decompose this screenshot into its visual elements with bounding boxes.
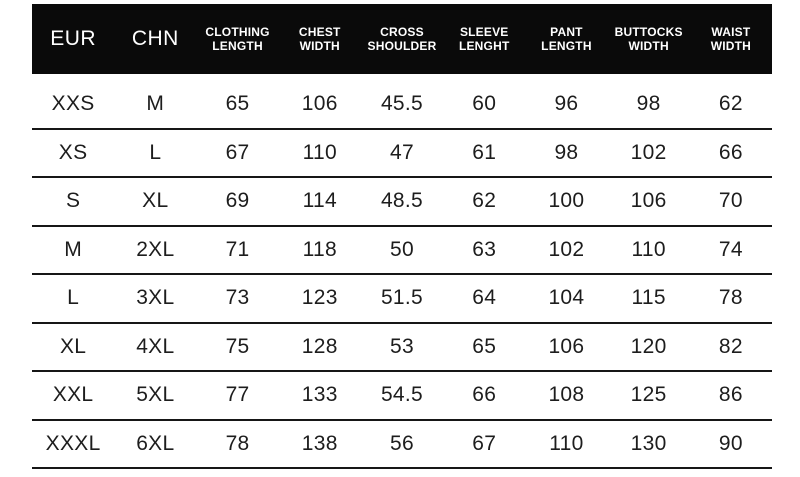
table-cell: 60 [472,92,497,116]
table-cell: 114 [302,189,337,213]
table-cell: 110 [631,237,666,261]
table-cell: M [64,237,82,261]
header-pant-length: PANT LENGTH [541,24,592,53]
size-table-body: XXS M 65 106 45.5 60 96 98 62 XS L 67 11… [32,81,772,469]
table-cell: 67 [225,140,250,164]
header-waist-width: WAIST WIDTH [710,24,752,53]
table-cell: 102 [548,237,585,261]
header-cross-shoulder: CROSS SHOULDER [367,24,437,53]
table-cell: 108 [548,383,585,407]
table-cell: 5XL [136,383,175,407]
table-cell: L [149,140,162,164]
table-cell: 106 [630,189,667,213]
table-row-xxxl: XXXL 6XL 78 138 56 67 110 130 90 [32,421,772,469]
table-cell: 56 [390,431,414,455]
table-row-l: L 3XL 73 123 51.5 64 104 115 78 [32,275,772,324]
table-cell: 133 [301,383,338,407]
table-cell: 118 [302,237,337,261]
table-cell: L [67,286,80,310]
table-cell: 86 [718,383,743,407]
header-chn: CHN [131,26,179,50]
table-cell: 64 [472,286,497,310]
table-cell: 62 [472,189,497,213]
header-eur: EUR [50,26,97,50]
table-cell: 2XL [136,237,175,261]
table-cell: 98 [554,140,579,164]
table-cell: 78 [718,286,743,310]
table-cell: 98 [636,92,661,116]
table-cell: 100 [548,189,585,213]
table-cell: XXXL [45,431,101,455]
table-cell: 102 [630,140,667,164]
header-buttocks-width: BUTTOCKS WIDTH [614,24,683,53]
table-cell: 110 [549,431,584,455]
table-cell: 78 [225,431,250,455]
table-cell: 75 [225,334,250,358]
table-cell: 77 [225,383,250,407]
table-cell: 4XL [136,334,175,358]
table-cell: 51.5 [380,286,424,310]
table-cell: 45.5 [380,92,424,116]
table-cell: 50 [390,237,414,261]
table-cell: 123 [301,286,338,310]
table-cell: 54.5 [380,383,424,407]
table-row-s: S XL 69 114 48.5 62 100 106 70 [32,178,772,227]
table-cell: XS [58,140,88,164]
table-cell: 67 [472,431,497,455]
table-cell: 61 [472,140,497,164]
table-cell: 6XL [136,431,175,455]
table-cell: 96 [554,92,579,116]
table-cell: 130 [630,431,667,455]
table-cell: S [65,189,81,213]
table-cell: 73 [225,286,250,310]
table-cell: 106 [548,334,585,358]
size-table: EUR CHN CLOTHING LENGTH CHEST WIDTH CROS… [32,4,772,469]
table-cell: 66 [472,383,497,407]
table-cell: 115 [631,286,666,310]
table-cell: 71 [225,237,250,261]
table-cell: 3XL [136,286,175,310]
table-row-xxl: XXL 5XL 77 133 54.5 66 108 125 86 [32,372,772,421]
table-cell: 65 [472,334,497,358]
table-cell: XL [142,189,169,213]
table-row-xl: XL 4XL 75 128 53 65 106 120 82 [32,324,772,372]
table-cell: M [146,92,165,116]
table-cell: 53 [390,334,414,358]
table-cell: 47 [390,140,414,164]
table-cell: 106 [301,92,338,116]
table-cell: 128 [301,334,338,358]
table-row-m: M 2XL 71 118 50 63 102 110 74 [32,227,772,275]
table-cell: 120 [630,334,667,358]
table-cell: 63 [472,237,497,261]
table-cell: 65 [225,92,250,116]
header-chest-width: CHEST WIDTH [298,24,341,53]
table-cell: 138 [301,431,338,455]
header-clothing-length: CLOTHING LENGTH [205,24,270,53]
header-sleeve-lenght: SLEEVE LENGHT [458,24,510,53]
table-cell: 69 [225,189,250,213]
table-cell: XXS [51,92,95,116]
table-row-xs: XS L 67 110 47 61 98 102 66 [32,130,772,178]
table-cell: XXL [52,383,94,407]
size-table-header: EUR CHN CLOTHING LENGTH CHEST WIDTH CROS… [32,4,772,74]
table-cell: 110 [302,140,337,164]
table-cell: 82 [718,334,743,358]
table-cell: 48.5 [380,189,424,213]
table-cell: XL [59,334,87,358]
table-cell: 90 [718,431,743,455]
table-cell: 70 [718,189,743,213]
table-cell: 74 [718,237,743,261]
table-cell: 125 [630,383,667,407]
table-cell: 104 [548,286,585,310]
table-cell: 62 [718,92,743,116]
table-cell: 66 [718,140,743,164]
table-row-xxs: XXS M 65 106 45.5 60 96 98 62 [32,81,772,130]
